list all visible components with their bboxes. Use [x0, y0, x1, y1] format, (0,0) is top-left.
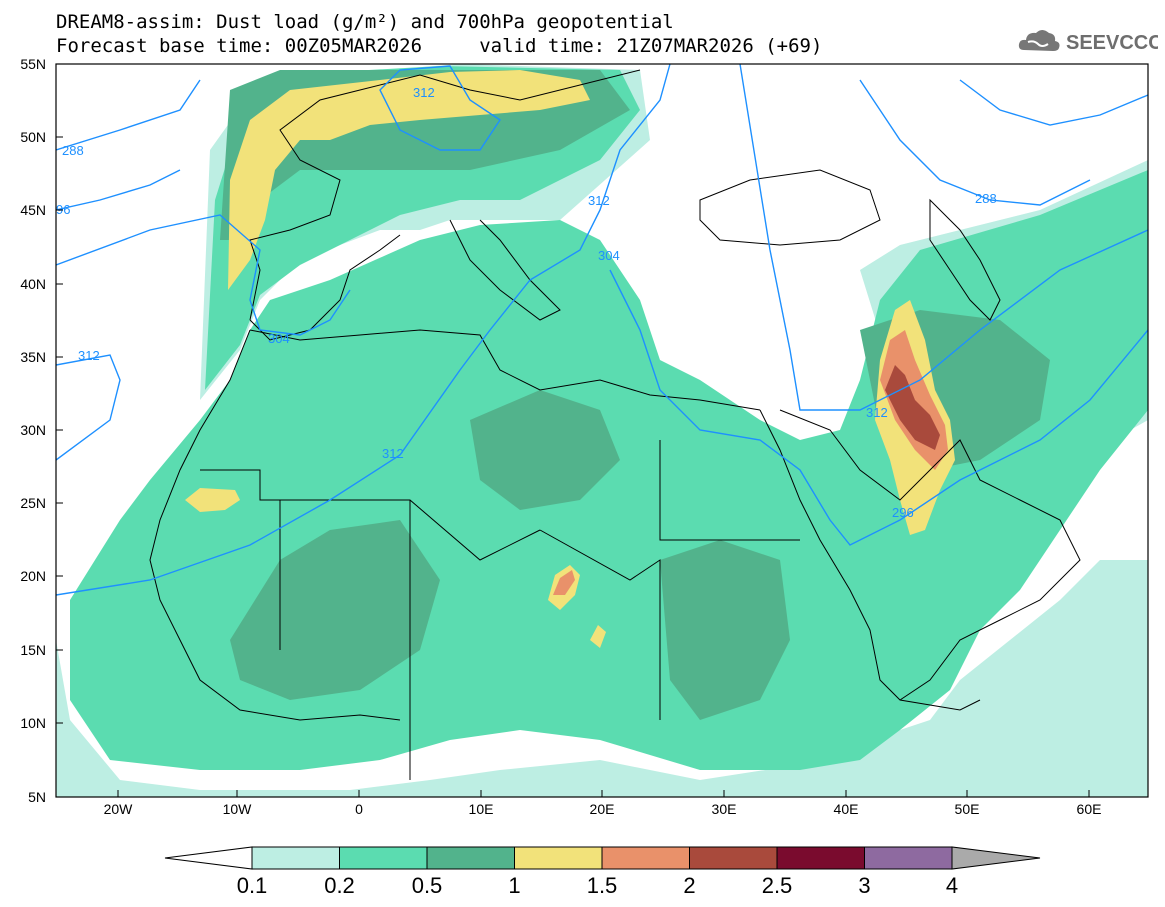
contour-288-west — [56, 79, 201, 151]
dust-region-orange-chad — [553, 570, 575, 595]
lat-tick-label: 25N — [20, 495, 46, 511]
lat-tick-label: 40N — [20, 276, 46, 292]
contour-312-east — [609, 269, 1148, 546]
lon-tick-label: 60E — [1077, 801, 1102, 817]
longitude-axis: 20W 10W 0 10E 20E 30E 40E 50E 60E — [104, 790, 1102, 817]
lat-tick-label: 5N — [28, 789, 46, 805]
dust-region-dark-2 — [470, 390, 620, 510]
colorbar-label: 0.5 — [412, 873, 443, 898]
colorbar-label: 2.5 — [762, 873, 793, 898]
colorbar-arrow-low — [164, 846, 253, 870]
latitude-axis: 55N 50N 45N 40N 35N 30N 25N 20N 15N 10N 5N — [20, 56, 63, 805]
lon-tick-label: 20W — [104, 801, 134, 817]
contour-304-east — [739, 64, 1148, 411]
dust-region-yellow-small — [590, 625, 606, 648]
dust-region-yellow-west — [185, 488, 240, 512]
contour-label-312-balkan-1: 312 — [588, 193, 610, 208]
border-sahara-1 — [279, 440, 800, 780]
coastline-west-africa — [149, 329, 401, 721]
lon-tick-label: 20E — [590, 801, 615, 817]
colorbar-label: 2 — [683, 873, 695, 898]
lon-tick-label: 10W — [223, 801, 253, 817]
colorbar-label: 3 — [858, 873, 870, 898]
contour-312-loop — [379, 65, 501, 151]
contour-label-312-north: 312 — [413, 85, 435, 100]
cloud-icon — [1018, 30, 1060, 51]
contour-label-96: 96 — [56, 202, 70, 217]
colorbar-label: 1.5 — [587, 873, 618, 898]
coastline-italy — [449, 219, 561, 321]
colorbar-segment — [776, 846, 865, 870]
coastlines — [149, 69, 1081, 780]
contour-label-312-main: 312 — [382, 446, 404, 461]
map-title: DREAM8-assim: Dust load (g/m²) and 700hP… — [56, 11, 674, 33]
contour-304 — [56, 214, 351, 336]
lon-tick-label: 10E — [469, 801, 494, 817]
lat-tick-label: 30N — [20, 422, 46, 438]
contour-label-288-west: 288 — [62, 143, 84, 158]
seevccc-logo: SEEVCCC — [1018, 30, 1158, 54]
contour-label-304-east: 312 — [866, 405, 888, 420]
lon-tick-label: 40E — [834, 801, 859, 817]
colorbar-segment — [426, 846, 515, 870]
contour-label-296: 288 — [975, 191, 997, 206]
coastline-europe — [249, 69, 641, 321]
colorbar-label: 4 — [946, 873, 958, 898]
colorbar: 0.1 0.2 0.5 1 1.5 2 2.5 3 4 — [164, 846, 1041, 898]
map-area: 288 96 304 312 312 312 312 304 312 296 2… — [56, 64, 1148, 797]
contour-label-312-balkan-2: 304 — [598, 248, 620, 263]
lat-tick-label: 20N — [20, 568, 46, 584]
lat-tick-label: 50N — [20, 129, 46, 145]
colorbar-segment — [864, 846, 953, 870]
contour-288-east — [959, 79, 1148, 126]
contour-312-main — [56, 64, 671, 596]
colorbar-segment — [601, 846, 690, 870]
lat-tick-label: 35N — [20, 349, 46, 365]
lat-tick-label: 45N — [20, 202, 46, 218]
colorbar-segment — [251, 846, 340, 870]
contour-96 — [56, 169, 181, 211]
lat-tick-label: 10N — [20, 715, 46, 731]
coastline-arabia — [779, 409, 1081, 701]
lat-tick-label: 15N — [20, 642, 46, 658]
colorbar-segment — [339, 846, 428, 870]
coastline-caspian — [929, 198, 1001, 321]
contour-296 — [859, 79, 1091, 206]
forecast-times: Forecast base time: 00Z05MAR2026 valid t… — [56, 35, 823, 57]
colorbar-label: 0.2 — [324, 873, 355, 898]
geopotential-contours — [56, 64, 1148, 596]
dust-region-yellow-north — [228, 70, 590, 290]
lat-tick-label: 55N — [20, 56, 46, 72]
dust-region-brown — [885, 365, 940, 450]
colorbar-label: 1 — [508, 873, 520, 898]
lon-tick-label: 0 — [355, 801, 363, 817]
logo-text: SEEVCCC — [1066, 32, 1158, 54]
coastline-red-sea — [759, 409, 981, 711]
contour-label-312-west: 312 — [78, 348, 100, 363]
colorbar-segment — [689, 846, 778, 870]
dust-region-dark-3 — [660, 540, 790, 720]
contour-312-west — [56, 354, 121, 461]
contour-labels: 288 96 304 312 312 312 312 304 312 296 2… — [56, 85, 997, 520]
contour-label-304-west: 304 — [268, 331, 290, 346]
lon-tick-label: 30E — [712, 801, 737, 817]
border-sahara-2 — [200, 469, 541, 561]
colorbar-segment — [514, 846, 603, 870]
coastline-iberia — [249, 234, 401, 341]
colorbar-arrow-high — [951, 846, 1041, 870]
colorbar-label: 0.1 — [237, 873, 268, 898]
contour-label-312-east: 296 — [892, 505, 914, 520]
lon-tick-label: 50E — [955, 801, 980, 817]
dust-region-low — [56, 560, 1148, 797]
dust-region-dark-1 — [230, 520, 440, 700]
coastline-black-sea — [699, 169, 881, 246]
